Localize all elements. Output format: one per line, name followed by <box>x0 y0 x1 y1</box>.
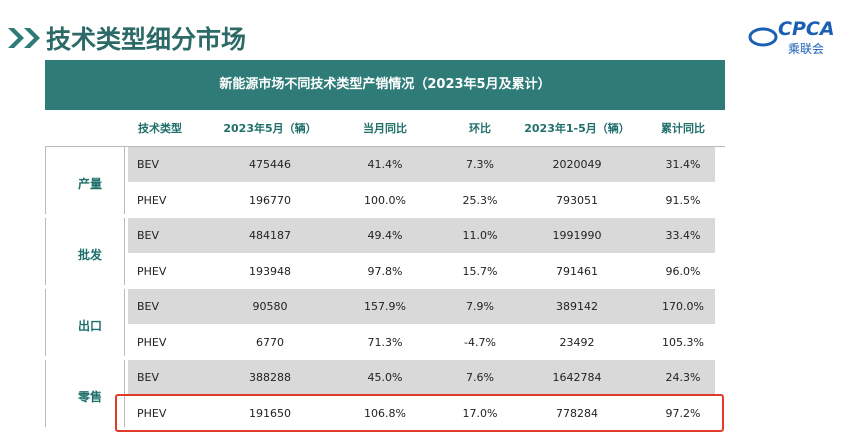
group-label: 零售 <box>77 389 102 404</box>
table-cell: 33.4% <box>665 229 701 242</box>
row-bg <box>128 147 715 182</box>
table-cell: 105.3% <box>662 335 704 349</box>
table-cell: BEV <box>137 371 160 384</box>
page-title: 技术类型细分市场 <box>46 25 247 54</box>
group-rule <box>45 147 46 214</box>
row-bg <box>128 289 715 324</box>
table-cell: 193948 <box>249 264 291 278</box>
table-cell: PHEV <box>137 264 167 278</box>
column-header: 累计同比 <box>661 122 705 135</box>
table-cell: 196770 <box>249 193 291 207</box>
column-header: 2023年1-5月（辆） <box>524 122 630 135</box>
table-cell: 24.3% <box>665 371 701 384</box>
highlight-box <box>115 394 724 432</box>
table-cell: 2020049 <box>552 158 602 171</box>
row-bg <box>128 218 715 253</box>
chevrons <box>8 28 40 48</box>
table-cell: 1991990 <box>552 229 602 242</box>
table-cell: -4.7% <box>464 335 496 349</box>
group-rule-right <box>124 289 125 356</box>
table-cell: 6770 <box>256 335 284 349</box>
column-header: 技术类型 <box>138 122 182 135</box>
table-cell: 778284 <box>556 406 598 420</box>
column-header: 环比 <box>469 122 491 135</box>
table-cell: PHEV <box>137 193 167 207</box>
table-title: 新能源市场不同技术类型产销情况（2023年5月及累计） <box>219 77 551 92</box>
table-cell: BEV <box>137 300 160 313</box>
table-cell: BEV <box>137 229 160 242</box>
table-cell: BEV <box>137 158 160 171</box>
table-cell: 90580 <box>252 300 288 313</box>
row-bg <box>128 360 715 395</box>
table-cell: 11.0% <box>462 229 498 242</box>
table-cell: 157.9% <box>364 300 406 313</box>
table-cell: 15.7% <box>462 264 498 278</box>
table-cell: 97.8% <box>367 264 403 278</box>
group-label: 出口 <box>77 318 102 333</box>
group-rule-right <box>124 218 125 285</box>
header-rule <box>45 146 725 147</box>
table-cell: 484187 <box>249 229 291 242</box>
table-cell: PHEV <box>137 406 167 420</box>
table-cell: 791461 <box>556 264 598 278</box>
table-cell: 793051 <box>556 193 598 207</box>
logo-icon <box>748 27 778 47</box>
table-cell: PHEV <box>137 335 167 349</box>
logo: CPCA 乘联会 <box>748 18 843 56</box>
group-label: 产量 <box>77 176 102 191</box>
table-cell: 97.2% <box>665 406 701 420</box>
group-rule-right <box>124 360 125 427</box>
table-cell: 170.0% <box>662 300 704 313</box>
table-cell: 191650 <box>249 406 291 420</box>
group-rule <box>45 360 46 427</box>
table-cell: 31.4% <box>665 158 701 171</box>
table-cell: 7.6% <box>466 371 494 384</box>
table-cell: 106.8% <box>364 406 406 420</box>
table-cell: 7.9% <box>466 300 494 313</box>
table-cell: 45.0% <box>367 371 403 384</box>
group-rule <box>45 218 46 285</box>
table-cell: 389142 <box>556 300 598 313</box>
table-cell: 7.3% <box>466 158 494 171</box>
table-cell: 388288 <box>249 371 291 384</box>
logo-mark: CPCA <box>778 18 835 40</box>
table-cell: 100.0% <box>364 193 406 207</box>
group-rule-right <box>124 147 125 214</box>
table-cell: 91.5% <box>665 193 701 207</box>
table-cell: 71.3% <box>367 335 403 349</box>
logo-name: 乘联会 <box>788 42 825 56</box>
table-cell: 49.4% <box>367 229 403 242</box>
table-cell: 25.3% <box>462 193 498 207</box>
table-cell: 475446 <box>249 158 291 171</box>
table-title-band <box>45 60 725 110</box>
table-cell: 17.0% <box>462 406 498 420</box>
group-rule <box>45 289 46 356</box>
group-label: 批发 <box>77 247 102 262</box>
table-cell: 41.4% <box>367 158 403 171</box>
table-cell: 1642784 <box>552 371 602 384</box>
column-header: 2023年5月（辆） <box>223 122 317 135</box>
table-cell: 23492 <box>559 335 595 349</box>
table-cell: 96.0% <box>665 264 701 278</box>
column-header: 当月同比 <box>363 122 407 135</box>
